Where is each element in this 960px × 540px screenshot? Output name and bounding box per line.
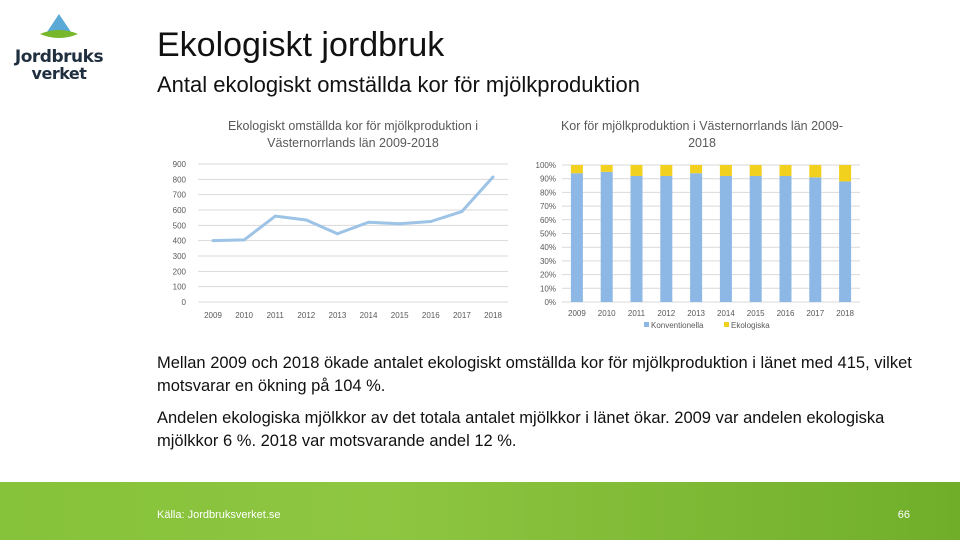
y-tick-label: 10% <box>540 284 556 293</box>
bar-segment-konventionella <box>690 173 703 302</box>
data-point <box>273 214 277 218</box>
line-chart-container: Ekologiskt omställda kor för mjölkproduk… <box>158 116 530 336</box>
bar-segment-konventionella <box>839 181 852 302</box>
bar-segment-ekologiska <box>600 165 613 172</box>
bar-segment-ekologiska <box>630 165 643 176</box>
bar-segment-ekologiska <box>839 165 852 182</box>
bar-segment-ekologiska <box>779 165 792 176</box>
bar-segment-konventionella <box>749 175 762 302</box>
x-tick-label: 2012 <box>297 311 315 320</box>
y-tick-label: 900 <box>173 160 187 169</box>
y-tick-label: 500 <box>173 221 187 230</box>
bar-chart-title: Kor för mjölkproduktion i Västernorrland… <box>560 119 844 150</box>
legend-swatch <box>724 322 729 327</box>
data-point <box>335 232 339 236</box>
y-tick-label: 100 <box>173 283 187 292</box>
x-tick-label: 2010 <box>598 309 616 318</box>
bar-segment-ekologiska <box>719 165 732 176</box>
y-tick-label: 30% <box>540 257 556 266</box>
x-tick-label: 2009 <box>568 309 586 318</box>
bar-segment-konventionella <box>570 173 583 302</box>
bar-chart-container: Kor för mjölkproduktion i Västernorrland… <box>532 116 862 342</box>
line-chart-title: Ekologiskt omställda kor för mjölkproduk… <box>227 119 479 150</box>
y-tick-label: 300 <box>173 252 187 261</box>
x-tick-label: 2015 <box>391 311 409 320</box>
bar-segment-konventionella <box>809 177 822 302</box>
bar-segment-ekologiska <box>570 165 583 174</box>
y-tick-label: 40% <box>540 243 556 252</box>
y-tick-label: 600 <box>173 206 187 215</box>
x-tick-label: 2018 <box>484 311 502 320</box>
y-tick-label: 0 <box>182 298 187 307</box>
y-tick-label: 100% <box>536 161 556 170</box>
line-chart: 0 100 200 300 400 500 600 700 800 900 2009 2010 2011… <box>173 160 508 320</box>
x-tick-label: 2013 <box>329 311 347 320</box>
x-tick-label: 2014 <box>360 311 378 320</box>
y-tick-label: 400 <box>173 237 187 246</box>
y-tick-label: 0% <box>544 298 556 307</box>
data-point <box>491 175 495 179</box>
x-tick-label: 2015 <box>747 309 765 318</box>
bar-segment-ekologiska <box>660 165 673 176</box>
y-tick-label: 60% <box>540 216 556 225</box>
y-tick-label: 200 <box>173 267 187 276</box>
jordbruksverket-logo: Jordbruks verket <box>14 12 104 83</box>
series-line <box>212 176 495 243</box>
bar-segment-konventionella <box>719 175 732 302</box>
logo-emblem-icon <box>40 14 78 38</box>
footer-bar: Källa: Jordbruksverket.se 66 <box>0 482 960 540</box>
legend-swatch <box>644 322 649 327</box>
x-tick-label: 2009 <box>204 311 222 320</box>
page-title: Ekologiskt jordbruk <box>157 26 445 64</box>
bar-segment-konventionella <box>660 175 673 302</box>
y-tick-label: 800 <box>173 175 187 184</box>
x-tick-label: 2011 <box>267 311 285 320</box>
x-tick-label: 2013 <box>687 309 705 318</box>
bar-segment-ekologiska <box>749 165 762 176</box>
y-tick-label: 90% <box>540 175 556 184</box>
logo-text-line1: Jordbruks <box>14 47 104 67</box>
x-tick-label: 2012 <box>657 309 675 318</box>
x-tick-label: 2016 <box>777 309 795 318</box>
x-tick-label: 2017 <box>453 311 471 320</box>
logo-text-line2: verket <box>31 64 87 83</box>
y-tick-label: 80% <box>540 188 556 197</box>
legend-label: Konventionella <box>651 321 704 330</box>
y-tick-label: 700 <box>173 191 187 200</box>
y-tick-label: 20% <box>540 271 556 280</box>
y-tick-label: 70% <box>540 202 556 211</box>
x-tick-label: 2010 <box>235 311 253 320</box>
bar-segment-konventionella <box>630 175 643 302</box>
x-tick-label: 2016 <box>422 311 440 320</box>
paragraph-increase: Mellan 2009 och 2018 ökade antalet ekolo… <box>157 354 912 395</box>
data-point <box>304 218 308 222</box>
x-tick-label: 2014 <box>717 309 735 318</box>
page-number: 66 <box>897 509 910 521</box>
page-subtitle: Antal ekologiskt omställda kor för mjölk… <box>157 72 641 97</box>
stacked-bar-chart: 0% 10% 20% 30% 40% 50% 60% 70% 80% 90% 100% 2009 201… <box>536 161 860 330</box>
bar-segment-konventionella <box>600 171 613 302</box>
data-point <box>429 220 433 223</box>
legend-label: Ekologiska <box>731 321 770 330</box>
data-point <box>242 238 246 242</box>
x-tick-label: 2017 <box>806 309 824 318</box>
data-point <box>211 239 215 243</box>
data-point <box>398 222 402 226</box>
data-point <box>460 210 464 214</box>
bar-segment-ekologiska <box>809 165 822 178</box>
bar-segment-ekologiska <box>690 165 703 174</box>
x-tick-label: 2011 <box>628 309 646 318</box>
paragraph-share: Andelen ekologiska mjölkkor av det total… <box>157 409 885 450</box>
x-tick-label: 2018 <box>836 309 854 318</box>
y-tick-label: 50% <box>540 230 556 239</box>
data-point <box>367 220 371 224</box>
source-text: Källa: Jordbruksverket.se <box>157 509 281 521</box>
bar-segment-konventionella <box>779 175 792 302</box>
